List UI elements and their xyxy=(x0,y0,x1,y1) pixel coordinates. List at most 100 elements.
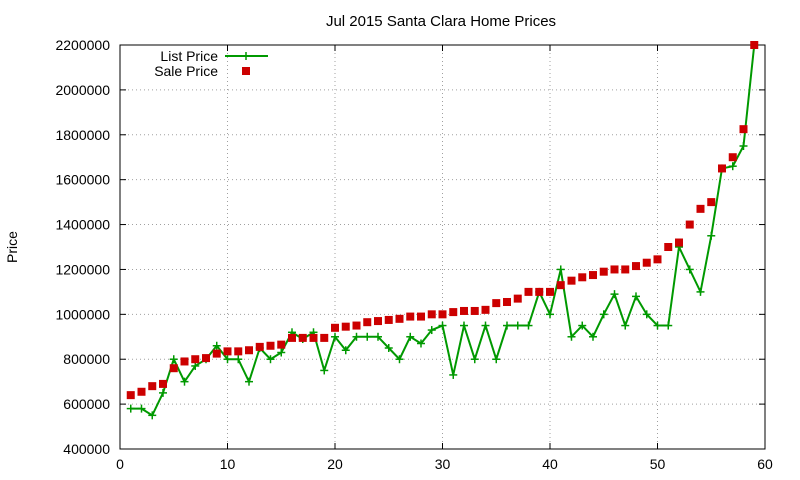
data-point-sale-price xyxy=(331,323,339,332)
data-point-sale-price xyxy=(567,276,576,285)
data-point-sale-price xyxy=(642,258,651,267)
data-point-sale-price xyxy=(621,265,630,274)
data-point-list-price xyxy=(395,355,404,364)
data-point-list-price xyxy=(664,321,673,330)
data-point-sale-price xyxy=(503,297,511,306)
data-point-list-price xyxy=(384,344,393,352)
data-point-sale-price xyxy=(589,271,597,280)
grid-lines xyxy=(120,45,765,449)
series xyxy=(126,41,759,420)
data-point-list-price xyxy=(728,162,737,171)
y-tick-label: 1600000 xyxy=(55,172,110,188)
data-point-sale-price xyxy=(363,318,372,327)
data-point-sale-price xyxy=(438,310,447,319)
data-point-list-price xyxy=(739,142,748,150)
data-point-list-price xyxy=(653,321,662,330)
data-point-list-price xyxy=(621,321,630,330)
data-point-sale-price xyxy=(384,315,393,324)
data-point-sale-price xyxy=(417,312,425,321)
data-point-sale-price xyxy=(513,294,522,303)
data-point-list-price xyxy=(610,290,619,299)
data-point-list-price xyxy=(427,326,436,335)
x-tick-label: 60 xyxy=(757,456,773,472)
data-point-list-price xyxy=(137,404,146,413)
data-point-sale-price xyxy=(728,153,737,162)
axis-ticks: 0 10 20 30 40 50 60 400000 600000 800000 1000000 12… xyxy=(55,37,773,472)
data-point-list-price xyxy=(707,231,716,240)
data-point-list-price xyxy=(685,265,694,274)
data-point-sale-price xyxy=(739,125,748,134)
x-tick-label: 20 xyxy=(327,456,343,472)
data-point-sale-price xyxy=(750,41,759,49)
data-point-sale-price xyxy=(202,354,210,363)
data-point-sale-price xyxy=(664,243,673,251)
data-point-list-price xyxy=(632,292,640,301)
data-point-sale-price xyxy=(255,342,264,351)
data-point-list-price xyxy=(438,321,447,330)
legend-plus-marker xyxy=(242,52,250,60)
data-point-list-price xyxy=(234,355,243,364)
data-point-list-price xyxy=(599,310,608,319)
data-point-sale-price xyxy=(277,340,286,349)
data-point-sale-price xyxy=(341,322,350,331)
data-point-sale-price xyxy=(546,287,554,296)
x-tick-label: 40 xyxy=(542,456,558,472)
data-point-sale-price xyxy=(675,238,683,247)
data-point-sale-price xyxy=(137,387,146,396)
data-point-list-price xyxy=(696,287,705,296)
legend-sale-price-marker xyxy=(242,67,250,75)
data-point-sale-price xyxy=(718,164,726,173)
data-point-list-price xyxy=(503,321,511,330)
data-point-sale-price xyxy=(266,341,275,350)
data-point-list-price xyxy=(126,404,135,413)
data-point-list-price xyxy=(524,321,533,330)
data-point-list-price xyxy=(406,332,415,341)
data-point-sale-price xyxy=(427,310,436,319)
data-point-sale-price xyxy=(212,349,221,358)
data-point-list-price xyxy=(191,361,200,370)
data-point-list-price xyxy=(180,377,189,386)
data-point-list-price xyxy=(374,332,382,341)
y-tick-label: 1000000 xyxy=(55,306,110,322)
data-point-list-price xyxy=(556,265,565,274)
y-tick-label: 2200000 xyxy=(55,37,110,53)
data-point-sale-price xyxy=(126,391,135,400)
data-point-list-price xyxy=(460,321,468,330)
data-point-list-price xyxy=(148,411,157,420)
data-point-sale-price xyxy=(406,312,415,321)
data-point-sale-price xyxy=(245,346,253,355)
data-point-list-price xyxy=(266,355,275,364)
data-point-list-price xyxy=(320,366,329,375)
data-point-sale-price xyxy=(578,273,587,282)
data-point-list-price xyxy=(159,388,167,397)
data-point-sale-price xyxy=(148,382,157,391)
data-point-sale-price xyxy=(309,333,318,342)
data-point-list-price xyxy=(481,321,490,330)
data-point-list-price xyxy=(642,310,651,319)
data-point-sale-price xyxy=(535,287,544,296)
data-point-sale-price xyxy=(159,379,167,388)
data-point-sale-price xyxy=(223,347,232,356)
data-point-list-price xyxy=(449,370,458,379)
y-tick-label: 1400000 xyxy=(55,217,110,233)
y-tick-label: 1200000 xyxy=(55,261,110,277)
data-point-sale-price xyxy=(352,321,361,330)
data-point-sale-price xyxy=(374,317,382,326)
data-point-list-price xyxy=(352,332,361,341)
data-point-sale-price xyxy=(696,204,705,213)
y-tick-label: 1800000 xyxy=(55,127,110,143)
data-point-sale-price xyxy=(707,198,716,207)
data-point-sale-price xyxy=(180,357,189,366)
legend-list-price-label: List Price xyxy=(160,48,218,64)
x-tick-label: 30 xyxy=(435,456,451,472)
data-point-sale-price xyxy=(492,299,501,308)
data-point-list-price xyxy=(567,332,576,341)
data-point-list-price xyxy=(546,310,554,319)
data-point-sale-price xyxy=(481,305,490,314)
data-point-sale-price xyxy=(653,255,662,264)
y-tick-label: 600000 xyxy=(63,396,110,412)
data-point-sale-price xyxy=(449,308,458,317)
y-tick-label: 400000 xyxy=(63,441,110,457)
data-point-list-price xyxy=(470,355,479,364)
